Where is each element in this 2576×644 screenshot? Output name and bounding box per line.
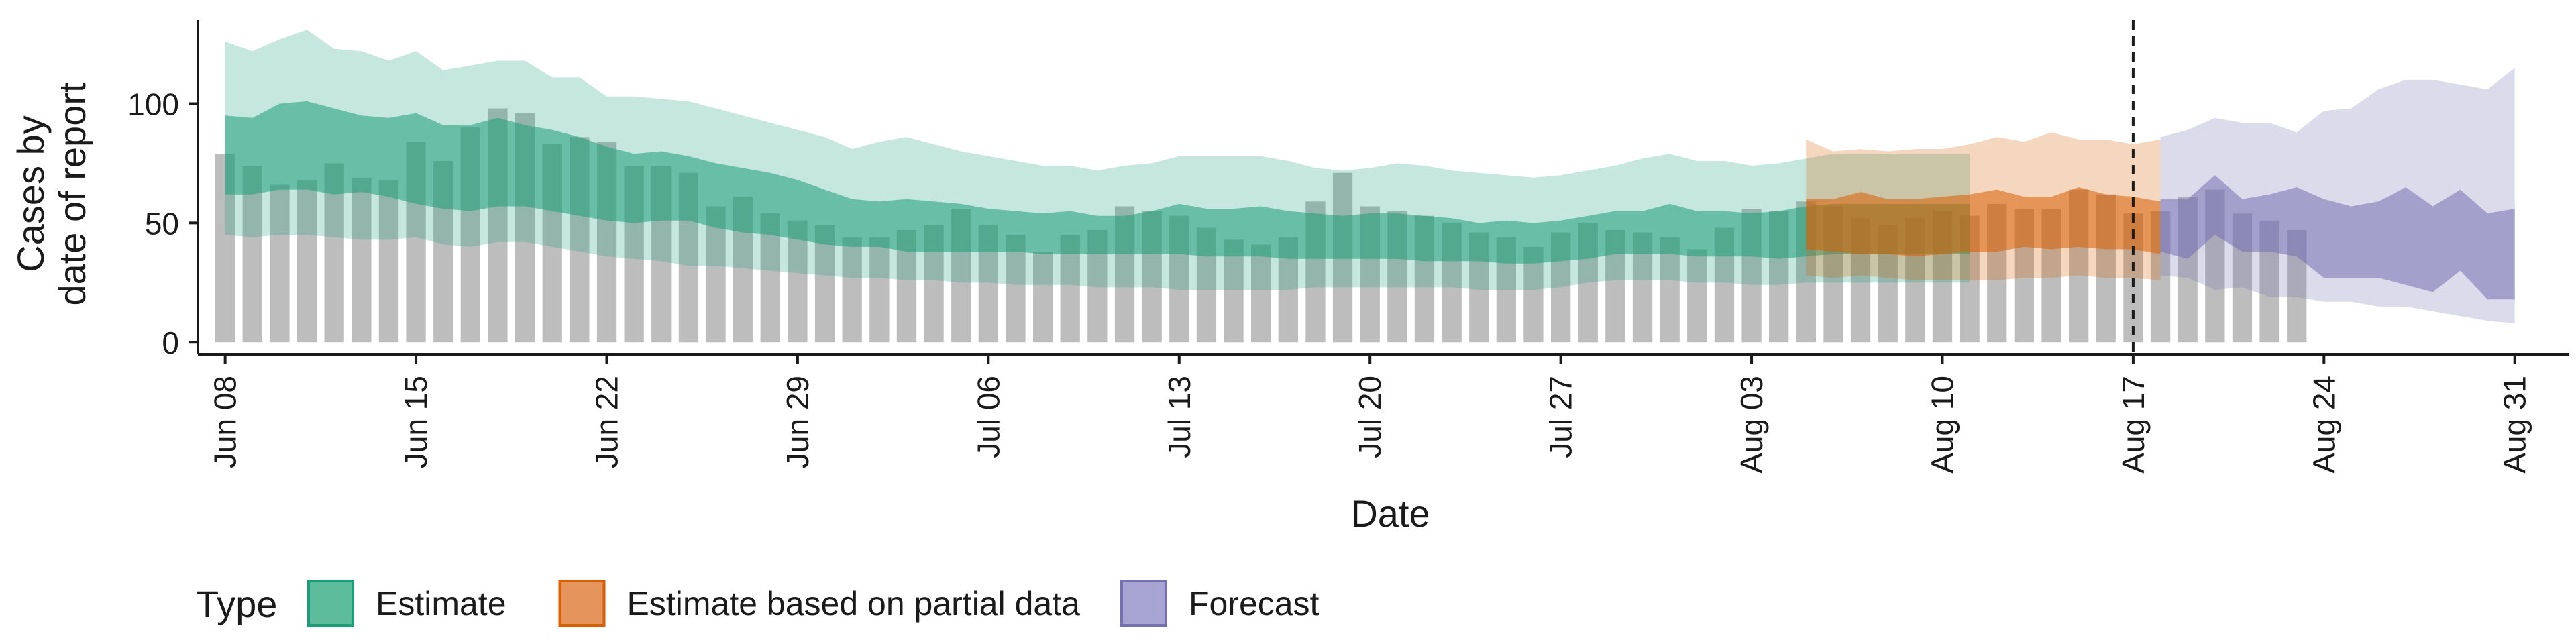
case-bar [352, 177, 372, 343]
estimate-bands [225, 30, 2515, 323]
case-bar [1687, 249, 1707, 343]
case-bar [788, 220, 808, 343]
case-bar [1224, 239, 1244, 343]
forecast-inner-band [2160, 175, 2515, 300]
x-tick-label: Jul 27 [1544, 376, 1578, 458]
case-bar [869, 237, 890, 343]
legend-label-forecast: Forecast [1189, 585, 1320, 623]
case-bar [1006, 235, 1026, 343]
case-bar [1251, 244, 1271, 343]
axes: 0 50 100 Jun 08 Jun 15 Jun 22 Jun 29 Jul 06 Jul … [127, 20, 2569, 474]
case-bar [378, 180, 399, 343]
case-bar [270, 184, 290, 343]
case-bar [842, 237, 862, 343]
y-tick-label: 0 [162, 325, 179, 360]
x-tick-label: Aug 24 [2306, 376, 2341, 474]
legend-label-estimate: Estimate [376, 585, 506, 623]
case-bar [1660, 237, 1680, 343]
legend-key-forecast [1120, 580, 1167, 627]
x-tick-label: Aug 31 [2498, 376, 2532, 474]
y-tick-label: 50 [145, 206, 179, 241]
x-tick-label: Jun 29 [780, 376, 815, 468]
case-bar [297, 180, 317, 343]
x-tick-label: Jun 08 [208, 376, 243, 468]
legend: Type Estimate Estimate based on partial d… [196, 580, 1320, 627]
y-axis-title-line-2: date of report [51, 82, 93, 306]
x-tick-label: Aug 17 [2116, 376, 2151, 474]
x-tick-label: Jul 20 [1352, 376, 1387, 458]
x-tick-label: Jun 22 [589, 376, 624, 468]
legend-key-estimate [307, 580, 354, 627]
x-tick-label: Jul 13 [1162, 376, 1197, 458]
y-axis-title-line-1: Cases by [9, 115, 52, 272]
estimate-based-on-partial-data-inner-band [1806, 187, 2161, 257]
estimate-inner-band [225, 101, 1970, 264]
legend-title: Type [196, 583, 277, 625]
case-bar [706, 206, 726, 343]
x-tick-label: Jul 06 [971, 376, 1006, 458]
case-bar [242, 166, 262, 343]
case-bar [1033, 252, 1053, 343]
x-tick-label: Aug 03 [1734, 376, 1769, 474]
legend-label-estimate-based-on-partial-data: Estimate based on partial data [627, 585, 1081, 623]
y-tick-label: 100 [127, 87, 179, 122]
legend-key-estimate-based-on-partial-data [558, 580, 606, 627]
x-tick-label: Jun 15 [398, 376, 433, 468]
x-axis-title: Date [1350, 492, 1430, 535]
x-tick-label: Aug 10 [1925, 376, 1960, 474]
